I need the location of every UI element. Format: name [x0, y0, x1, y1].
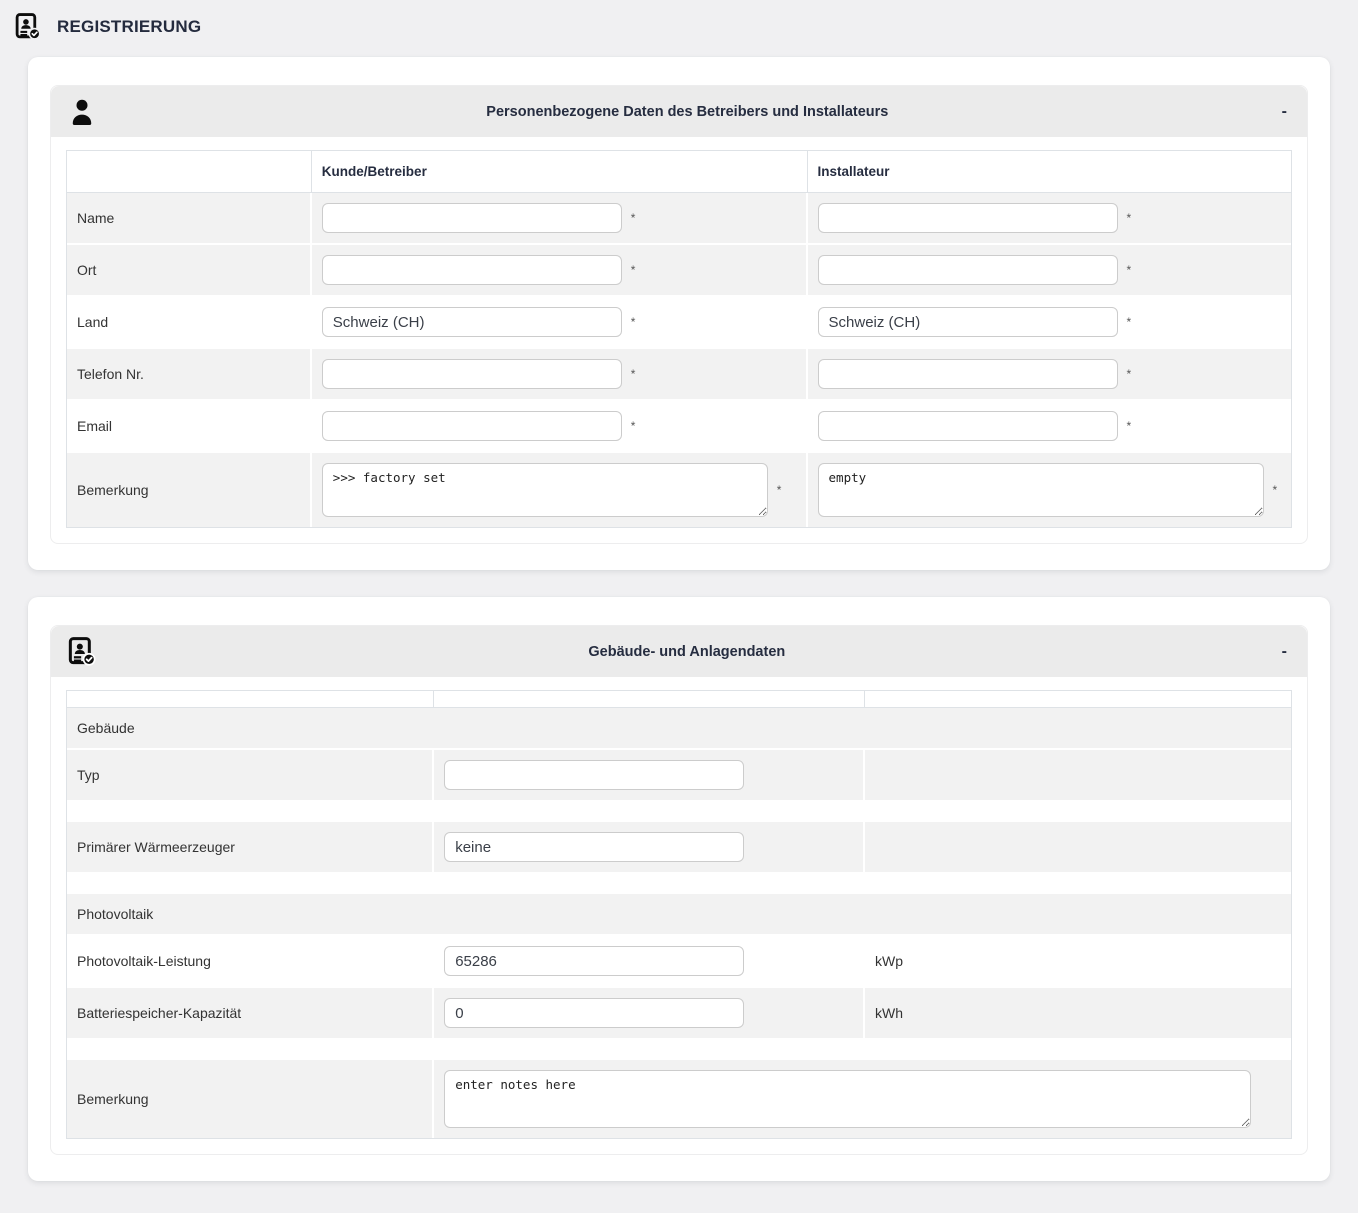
required-marker: * — [630, 263, 636, 277]
required-marker: * — [630, 419, 636, 433]
email-betreiber-input[interactable] — [321, 411, 622, 441]
table-row-waermeerzeuger: Primärer Wärmeerzeuger — [67, 820, 1291, 872]
column-header-installateur: Installateur — [807, 151, 1291, 193]
collapse-personal-section-button[interactable]: - — [1278, 102, 1291, 122]
pv-leistung-input[interactable] — [444, 946, 745, 976]
table-row-email: Email * * — [67, 399, 1291, 451]
required-marker: * — [1126, 211, 1132, 225]
required-marker: * — [1126, 315, 1132, 329]
typ-input[interactable] — [444, 760, 745, 790]
building-section-title: Gebäude- und Anlagendaten — [588, 643, 786, 660]
required-marker: * — [630, 211, 636, 225]
section-label: Gebäude — [67, 708, 1291, 748]
top-bar: REGISTRIERUNG — [0, 0, 1358, 53]
land-betreiber-input[interactable] — [321, 307, 622, 337]
section-row-gebaeude: Gebäude — [67, 708, 1291, 748]
row-label: Land — [67, 295, 312, 347]
bemerkung-betreiber-textarea[interactable]: >>> factory set — [321, 463, 768, 517]
section-label: Photovoltaik — [67, 892, 1291, 934]
page-title: REGISTRIERUNG — [57, 16, 202, 36]
row-label: Ort — [67, 243, 312, 295]
table-row-land: Land * * — [67, 295, 1291, 347]
person-icon — [67, 96, 97, 127]
email-installateur-input[interactable] — [817, 411, 1118, 441]
row-label: Bemerkung — [67, 451, 312, 527]
bemerkung-installateur-textarea[interactable]: empty — [817, 463, 1264, 517]
table-row-ort: Ort * * — [67, 243, 1291, 295]
personal-section-title: Personenbezogene Daten des Betreibers un… — [486, 103, 889, 120]
required-marker: * — [1126, 263, 1132, 277]
table-row-batterie: Batteriespeicher-Kapazität kWh — [67, 986, 1291, 1038]
spacer-row — [67, 1038, 1291, 1058]
row-label: Batteriespeicher-Kapazität — [67, 986, 435, 1038]
building-section-body: Gebäude Typ Primärer Wärmeerzeuger — [51, 677, 1307, 1154]
personal-data-section-header: Personenbezogene Daten des Betreibers un… — [51, 86, 1307, 137]
personal-data-table: Kunde/Betreiber Installateur Name * * — [66, 150, 1292, 528]
column-header-betreiber: Kunde/Betreiber — [311, 151, 808, 193]
required-marker: * — [630, 315, 636, 329]
row-label: Telefon Nr. — [67, 347, 312, 399]
telefon-installateur-input[interactable] — [817, 359, 1118, 389]
row-label: Bemerkung — [67, 1058, 435, 1138]
ort-installateur-input[interactable] — [817, 255, 1118, 285]
required-marker: * — [776, 483, 782, 497]
row-label: Primärer Wärmeerzeuger — [67, 820, 435, 872]
required-marker: * — [630, 367, 636, 381]
building-data-card: Gebäude- und Anlagendaten - Gebäude — [28, 597, 1330, 1181]
table-header-row: Kunde/Betreiber Installateur — [67, 151, 1291, 193]
table-row-telefon: Telefon Nr. * * — [67, 347, 1291, 399]
row-label: Email — [67, 399, 312, 451]
unit-kwp-label: kWp — [875, 953, 904, 969]
required-marker: * — [1126, 419, 1132, 433]
row-label: Photovoltaik-Leistung — [67, 934, 435, 986]
required-marker: * — [1126, 367, 1132, 381]
table-row-name: Name * * — [67, 193, 1291, 243]
unit-kwh-label: kWh — [875, 1005, 904, 1021]
waermeerzeuger-input[interactable] — [444, 832, 745, 862]
building-data-section-header: Gebäude- und Anlagendaten - — [51, 626, 1307, 677]
name-betreiber-input[interactable] — [321, 203, 622, 233]
collapse-building-section-button[interactable]: - — [1278, 642, 1291, 662]
empty-header-cell — [865, 691, 1291, 708]
table-header-row — [67, 691, 1291, 708]
personal-section-body: Kunde/Betreiber Installateur Name * * — [51, 137, 1307, 543]
personal-data-card: Personenbezogene Daten des Betreibers un… — [28, 57, 1330, 570]
registration-card-icon — [67, 636, 96, 667]
row-label: Name — [67, 193, 312, 243]
name-installateur-input[interactable] — [817, 203, 1118, 233]
empty-header-cell — [434, 691, 866, 708]
section-row-photovoltaik: Photovoltaik — [67, 892, 1291, 934]
building-data-table: Gebäude Typ Primärer Wärmeerzeuger — [66, 690, 1292, 1139]
required-marker: * — [1272, 483, 1278, 497]
spacer-row — [67, 800, 1291, 820]
empty-header-cell — [67, 691, 435, 708]
land-installateur-input[interactable] — [817, 307, 1118, 337]
building-data-section: Gebäude- und Anlagendaten - Gebäude — [50, 625, 1308, 1155]
table-row-bemerkung: Bemerkung enter notes here — [67, 1058, 1291, 1138]
personal-data-section: Personenbezogene Daten des Betreibers un… — [50, 85, 1308, 544]
table-row-pv-leistung: Photovoltaik-Leistung kWp — [67, 934, 1291, 986]
empty-header-cell — [67, 151, 312, 193]
table-row-bemerkung: Bemerkung >>> factory set * empty * — [67, 451, 1291, 527]
batteriespeicher-input[interactable] — [444, 998, 745, 1028]
spacer-row — [67, 872, 1291, 892]
table-row-typ: Typ — [67, 748, 1291, 800]
ort-betreiber-input[interactable] — [321, 255, 622, 285]
registration-card-icon — [14, 12, 41, 41]
building-bemerkung-textarea[interactable]: enter notes here — [444, 1070, 1251, 1128]
telefon-betreiber-input[interactable] — [321, 359, 622, 389]
row-label: Typ — [67, 748, 435, 800]
